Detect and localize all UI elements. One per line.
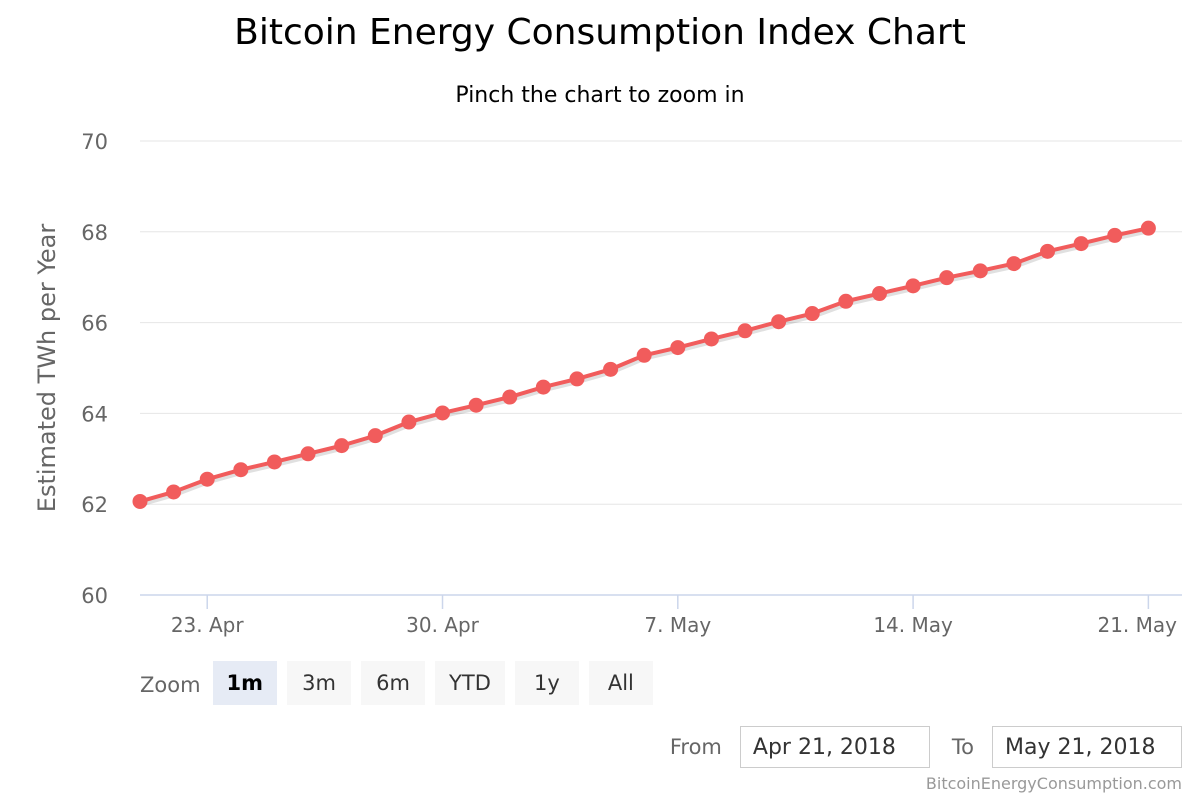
y-tick-label: 68 — [81, 221, 108, 245]
data-point[interactable] — [804, 306, 820, 322]
data-point[interactable] — [468, 397, 484, 413]
x-tick-label: 7. May — [644, 613, 711, 637]
data-point[interactable] — [939, 270, 955, 286]
x-tick-label: 30. Apr — [406, 613, 480, 637]
zoom-button-6m[interactable]: 6m — [361, 661, 426, 705]
x-tick-label: 14. May — [873, 613, 953, 637]
data-point[interactable] — [871, 286, 887, 302]
x-tick-label: 21. May — [1097, 613, 1177, 637]
data-point[interactable] — [1073, 236, 1089, 252]
data-point[interactable] — [300, 446, 316, 462]
y-tick-label: 66 — [81, 312, 108, 336]
zoom-button-all[interactable]: All — [588, 661, 653, 705]
series-line[interactable] — [138, 226, 1151, 504]
data-point[interactable] — [703, 331, 719, 347]
data-point[interactable] — [535, 379, 551, 395]
data-point[interactable] — [670, 340, 686, 356]
data-point[interactable] — [569, 371, 585, 387]
data-point[interactable] — [603, 361, 619, 377]
data-point[interactable] — [838, 293, 854, 309]
data-point[interactable] — [502, 389, 518, 405]
data-point[interactable] — [1040, 243, 1056, 259]
to-date-input[interactable]: May 21, 2018 — [992, 726, 1182, 768]
x-tick-label: 23. Apr — [171, 613, 245, 637]
gridlines — [140, 140, 1182, 505]
data-point[interactable] — [737, 323, 753, 339]
data-point[interactable] — [334, 438, 350, 454]
zoom-label: Zoom — [140, 673, 201, 697]
data-point[interactable] — [905, 278, 921, 294]
chart-subtitle: Pinch the chart to zoom in — [455, 83, 745, 108]
zoom-button-3m[interactable]: 3m — [287, 661, 352, 705]
y-tick-label: 70 — [81, 130, 108, 154]
credits-link[interactable]: BitcoinEnergyConsumption.com — [925, 774, 1182, 793]
to-label: To — [951, 735, 974, 759]
data-point[interactable] — [132, 493, 148, 509]
chart-title: Bitcoin Energy Consumption Index Chart — [234, 12, 966, 53]
y-axis-title: Estimated TWh per Year — [33, 223, 61, 513]
data-point[interactable] — [199, 471, 215, 487]
data-point[interactable] — [1107, 227, 1123, 243]
from-label: From — [669, 735, 722, 759]
x-axis: 23. Apr 30. Apr 7. May 14. May 21. May — [140, 594, 1182, 637]
series-line-shadow — [140, 227, 1151, 507]
y-tick-label: 60 — [81, 584, 108, 608]
data-point[interactable] — [367, 428, 383, 444]
data-point[interactable] — [401, 414, 417, 430]
series[interactable] — [132, 220, 1156, 509]
zoom-button-1m[interactable]: 1m — [212, 661, 278, 705]
date-range-selector: From Apr 21, 2018 To May 21, 2018 — [670, 726, 1182, 768]
data-point[interactable] — [636, 347, 652, 363]
zoom-button-ytd[interactable]: YTD — [435, 661, 505, 705]
y-axis-ticks: 60 62 64 66 68 70 — [81, 130, 108, 608]
y-tick-label: 62 — [81, 493, 108, 517]
zoom-selector: Zoom 1m 3m 6m YTD 1y All — [140, 660, 653, 706]
data-point[interactable] — [1140, 220, 1156, 236]
from-date-input[interactable]: Apr 21, 2018 — [739, 726, 930, 768]
data-point[interactable] — [1006, 256, 1022, 272]
data-point[interactable] — [771, 314, 787, 330]
data-point[interactable] — [972, 263, 988, 279]
data-point[interactable] — [435, 405, 451, 421]
zoom-button-1y[interactable]: 1y — [514, 661, 579, 705]
data-point[interactable] — [166, 484, 182, 500]
y-tick-label: 64 — [81, 402, 108, 426]
data-point[interactable] — [233, 462, 249, 478]
data-point[interactable] — [266, 454, 282, 470]
